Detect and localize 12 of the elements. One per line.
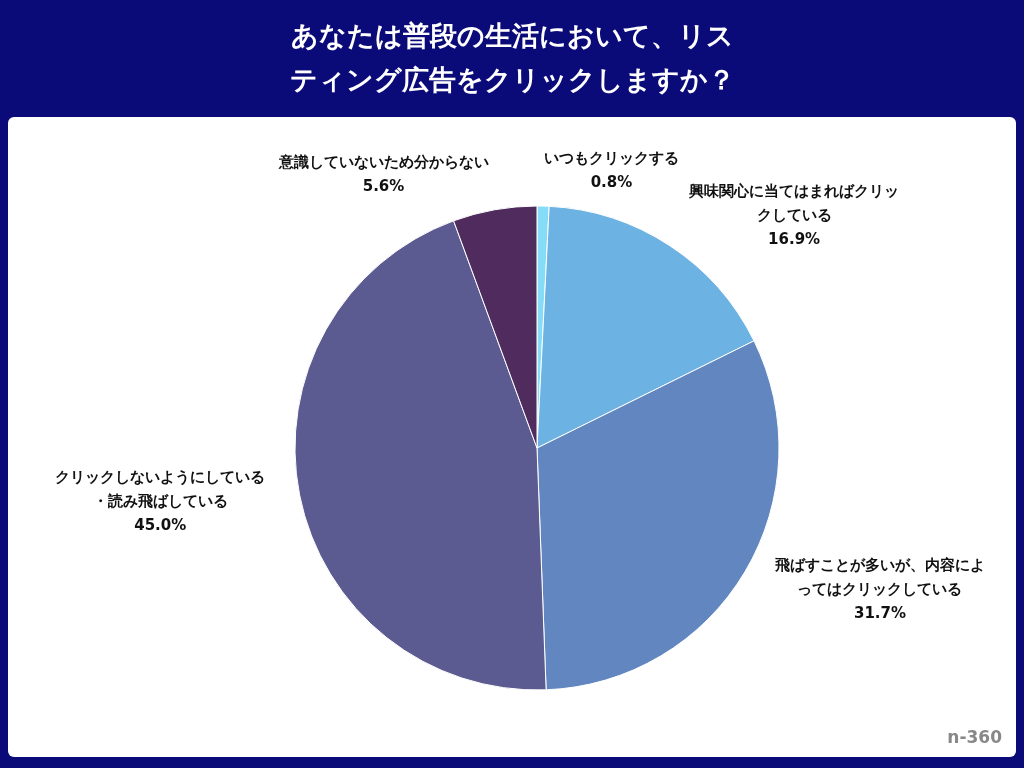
data-label: 31.7% — [853, 603, 906, 622]
slice-label: クリックしないようにしている・読み飛ばしている — [55, 467, 266, 510]
slice-label: 興味関心に当てはまればクリックしている — [688, 182, 900, 225]
data-label: 16.9% — [768, 230, 821, 249]
data-label: 5.6% — [362, 177, 405, 196]
slice-label: いつもクリックする — [543, 148, 679, 167]
chart-title: あなたは普段の生活において、リスティング広告をクリックしますか？ — [288, 19, 736, 97]
text: n-360 — [947, 727, 1002, 747]
slice-label: 飛ばすことが多いが、内容によってはクリックしている — [773, 555, 985, 598]
data-label: 45.0% — [134, 515, 187, 534]
data-label: 0.8% — [590, 172, 633, 191]
slice-label: 意識していないため分からない — [277, 153, 489, 172]
